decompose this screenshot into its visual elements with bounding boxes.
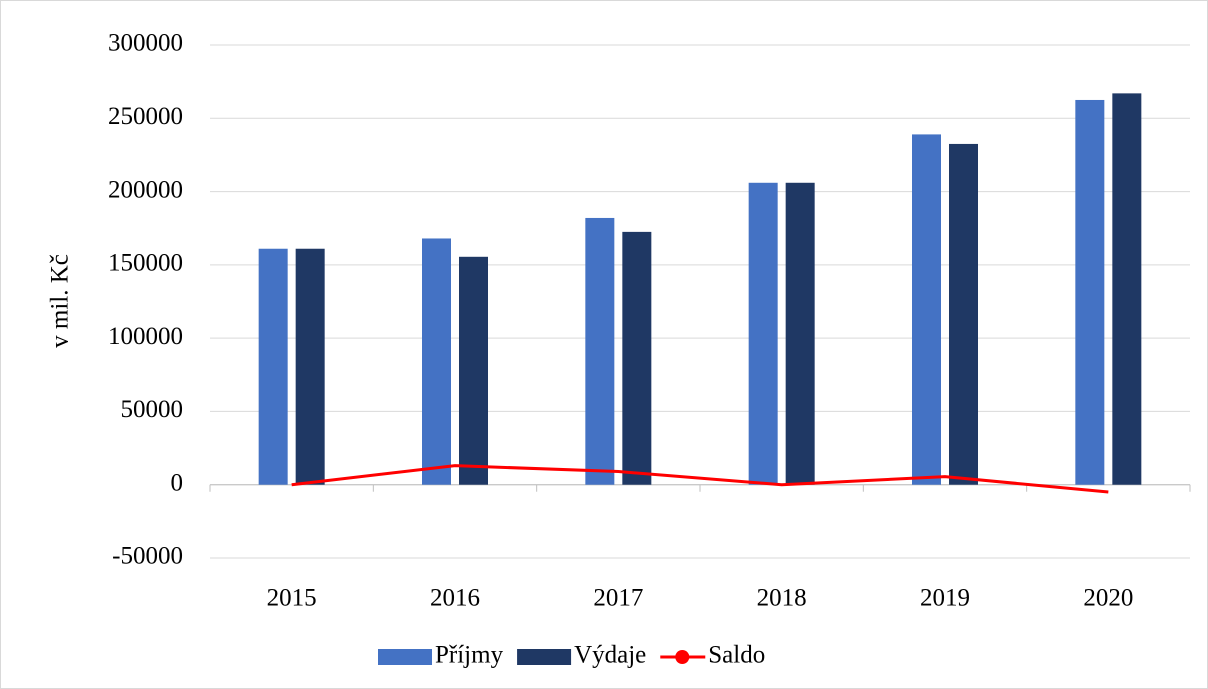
bar: [459, 256, 488, 485]
x-tick-label: 2017: [593, 585, 643, 612]
legend-swatch: [517, 649, 572, 665]
legend-label: Příjmy: [435, 642, 504, 669]
y-tick-label: 200000: [108, 176, 183, 203]
y-tick-label: 0: [171, 469, 184, 496]
legend-label: Výdaje: [574, 642, 646, 669]
bar: [622, 231, 652, 485]
y-axis-label: v mil. Kč: [47, 254, 74, 348]
legend-marker: [675, 650, 690, 664]
y-tick-label: 150000: [108, 250, 183, 277]
bar: [295, 248, 325, 485]
bar: [585, 217, 615, 485]
bar: [949, 143, 978, 485]
y-tick-label: 50000: [121, 396, 184, 423]
y-tick-label: 250000: [108, 103, 183, 130]
x-tick-label: 2015: [267, 585, 317, 612]
x-tick-label: 2018: [757, 585, 807, 612]
y-tick-label: -50000: [112, 543, 183, 570]
legend-label: Saldo: [708, 642, 765, 669]
bar: [748, 182, 778, 485]
bar: [785, 182, 815, 485]
line: [291, 464, 1109, 494]
bar: [912, 134, 941, 485]
x-tick-label: 2019: [920, 585, 970, 612]
legend-swatch: [378, 649, 432, 665]
x-tick-label: 2020: [1083, 585, 1133, 612]
bar: [258, 248, 288, 485]
y-tick-label: 100000: [108, 323, 183, 350]
bar: [422, 238, 451, 485]
bar: [1112, 93, 1142, 485]
y-tick-label: 300000: [108, 30, 183, 57]
bar: [1075, 99, 1105, 485]
x-tick-label: 2016: [430, 585, 480, 612]
